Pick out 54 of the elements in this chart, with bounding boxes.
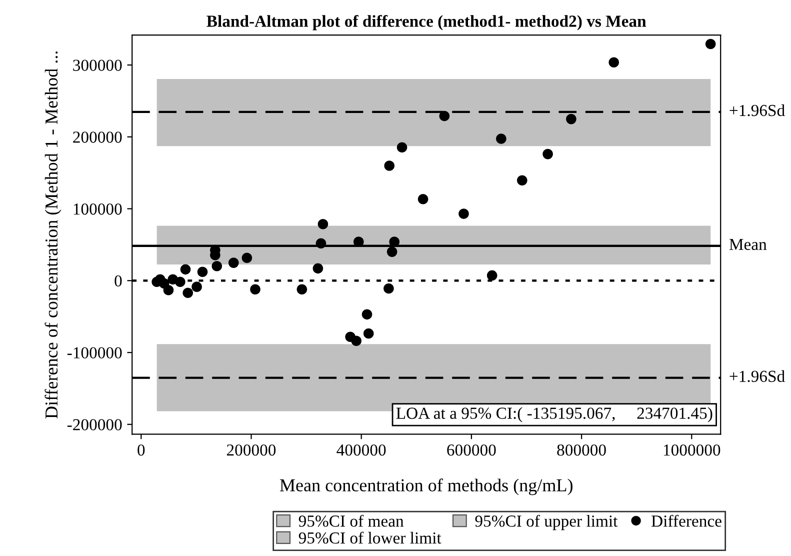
point bbox=[296, 284, 308, 295]
y-tick-label: -200000 bbox=[67, 419, 122, 430]
y-tick-label: 300000 bbox=[73, 60, 122, 71]
point bbox=[542, 148, 553, 160]
y-tick-label: 200000 bbox=[73, 132, 122, 143]
point bbox=[318, 218, 328, 230]
point bbox=[384, 160, 395, 171]
y-tick-label: -100000 bbox=[67, 347, 122, 358]
ref-line-label: +1.96Sd bbox=[730, 104, 785, 116]
y-tick-label: 100000 bbox=[74, 203, 122, 215]
point bbox=[386, 246, 398, 257]
point bbox=[175, 276, 186, 288]
point bbox=[566, 114, 576, 124]
point bbox=[250, 284, 260, 295]
point bbox=[351, 336, 362, 346]
point bbox=[363, 328, 374, 339]
point bbox=[182, 288, 194, 298]
point bbox=[516, 175, 528, 186]
annotation: LOA at a 95% CI:( -135195.067, 234701.45) bbox=[396, 407, 712, 422]
legend-label: 95%CI of lower limit bbox=[298, 532, 442, 544]
point bbox=[486, 270, 498, 281]
point bbox=[496, 134, 506, 144]
x-tick-label: 400000 bbox=[336, 444, 386, 456]
point bbox=[439, 110, 450, 122]
ref-line-label: +1.96Sd bbox=[730, 370, 785, 382]
point bbox=[396, 142, 408, 153]
point bbox=[384, 283, 394, 294]
y-tick-label: 0 bbox=[114, 275, 122, 287]
legend-label: Difference bbox=[652, 514, 722, 527]
point bbox=[197, 266, 208, 278]
x-tick-label: 200000 bbox=[226, 444, 276, 456]
legend-label: 95%CI of upper limit bbox=[475, 514, 618, 530]
y-axis-title: Difference of concentration (Method 1 - Method ... bbox=[44, 51, 62, 418]
ref-line-label: Mean bbox=[729, 238, 767, 250]
legend-label: 95%CI of mean bbox=[298, 514, 404, 527]
point bbox=[458, 208, 469, 219]
x-tick-label: 600000 bbox=[447, 444, 496, 456]
chart-title: Bland-Altman plot of difference (method1- method2) vs Mean bbox=[206, 14, 646, 30]
x-axis-title: Mean concentration of methods (ng/mL) bbox=[280, 478, 572, 496]
point bbox=[242, 252, 252, 263]
point bbox=[212, 260, 222, 272]
point bbox=[705, 38, 716, 50]
point bbox=[362, 309, 372, 320]
x-tick-label: 1000000 bbox=[664, 444, 720, 456]
point bbox=[312, 263, 324, 274]
point bbox=[163, 284, 174, 296]
point bbox=[180, 264, 191, 275]
point bbox=[316, 238, 326, 249]
point bbox=[418, 194, 428, 204]
x-tick-label: 0 bbox=[138, 444, 145, 456]
point bbox=[608, 57, 620, 68]
x-tick-label: 800000 bbox=[557, 444, 606, 456]
point bbox=[192, 282, 202, 292]
point bbox=[228, 258, 239, 268]
